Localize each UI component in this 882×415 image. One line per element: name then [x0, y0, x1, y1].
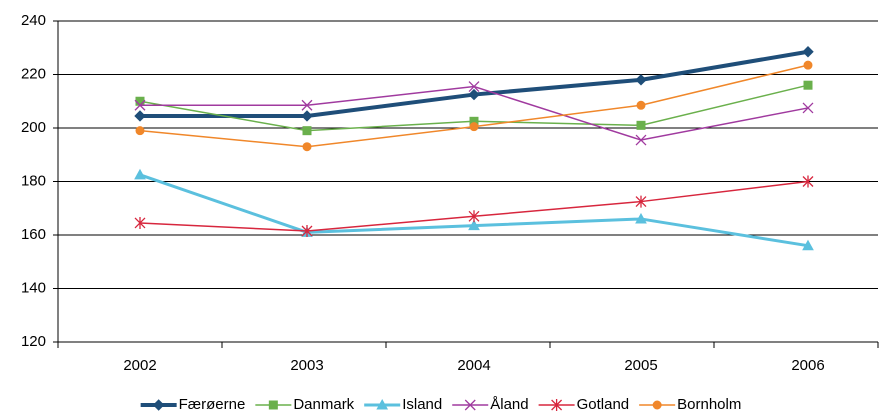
y-tick-label: 120 — [21, 333, 46, 350]
legend-marker — [652, 400, 662, 410]
data-point — [802, 46, 814, 58]
data-point — [468, 81, 480, 92]
legend: Færøerne Danmark Island Åland Gotland Bornhol… — [140, 396, 741, 413]
x-tick-label: 2003 — [290, 357, 323, 374]
legend-label: Færøerne — [179, 396, 246, 413]
y-tick-label: 160 — [21, 226, 46, 243]
x-tick-label: 2006 — [791, 357, 824, 374]
y-tick-label: 200 — [21, 119, 46, 136]
data-point — [469, 122, 479, 132]
data-point — [135, 126, 145, 136]
data-point — [301, 99, 313, 111]
legend-label: Island — [402, 396, 442, 413]
data-point — [803, 80, 813, 90]
data-point — [468, 88, 480, 101]
data-point — [635, 74, 647, 86]
data-point — [135, 96, 145, 106]
x-tick-label: 2004 — [457, 357, 490, 374]
y-tick-label: 180 — [21, 172, 46, 189]
data-point — [635, 195, 647, 208]
legend-marker — [551, 399, 563, 411]
data-point — [636, 120, 646, 130]
legend-marker — [376, 398, 389, 410]
data-point — [134, 110, 146, 122]
data-point — [802, 175, 814, 188]
data-point — [468, 210, 480, 223]
legend-marker — [268, 400, 278, 410]
data-point — [134, 168, 146, 180]
data-point — [301, 224, 313, 237]
x-tick-label: 2002 — [123, 357, 156, 374]
y-tick-label: 220 — [21, 65, 46, 82]
data-point — [802, 102, 814, 114]
legend-label: Bornholm — [677, 396, 741, 413]
data-point — [803, 60, 813, 70]
y-tick-label: 140 — [21, 279, 46, 296]
legend-label: Åland — [490, 396, 528, 413]
legend-label: Gotland — [577, 396, 630, 413]
x-tick-label: 2005 — [624, 357, 657, 374]
legend-marker — [464, 399, 476, 411]
y-tick-label: 240 — [21, 12, 46, 29]
legend-label: Danmark — [293, 396, 354, 413]
data-point — [301, 110, 313, 122]
series-line — [140, 49, 809, 118]
data-point — [302, 142, 312, 152]
legend-marker — [152, 399, 165, 411]
data-point — [134, 216, 146, 229]
data-point — [635, 134, 647, 146]
data-point — [635, 212, 647, 224]
data-point — [636, 100, 646, 110]
data-point — [134, 99, 146, 111]
data-point — [802, 239, 814, 251]
data-point — [302, 126, 312, 136]
data-point — [468, 219, 480, 231]
